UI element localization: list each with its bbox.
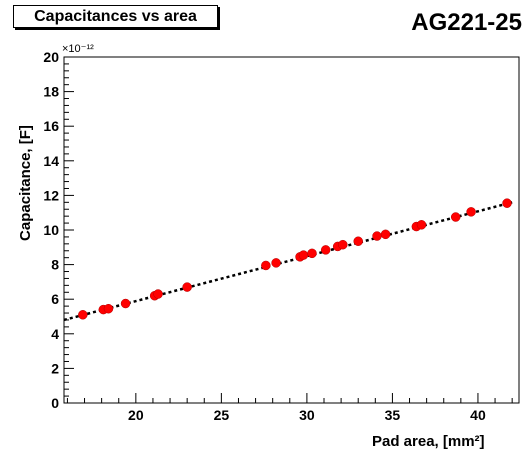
y-tick-label: 16	[43, 118, 59, 134]
y-tick-label: 6	[51, 291, 59, 307]
plot-frame	[63, 56, 520, 404]
data-point	[320, 245, 331, 255]
x-tick-label: 20	[128, 407, 144, 423]
data-point	[153, 289, 163, 299]
fit-line-group	[63, 201, 513, 322]
x-tick-label: 35	[385, 407, 401, 423]
data-point	[298, 250, 309, 260]
data-point	[120, 298, 131, 309]
y-tick-label: 18	[43, 84, 59, 100]
y-axis-title: Capacitance, [F]	[17, 125, 34, 241]
data-point	[271, 258, 281, 268]
axes-group: 0 2 4 6 8 10 12 14 16 18 20 20 25 30 35 40	[43, 49, 520, 423]
data-point	[372, 231, 382, 241]
y-tick-label: 10	[43, 222, 59, 238]
data-point	[103, 303, 114, 314]
data-point	[353, 236, 363, 246]
y-tick-label: 4	[51, 326, 59, 342]
data-point	[466, 207, 476, 217]
y-tick-label: 8	[51, 257, 59, 273]
sample-id-label: AG221-25	[411, 9, 522, 36]
data-points-group	[78, 198, 512, 320]
data-point	[78, 310, 88, 320]
data-point	[338, 239, 348, 250]
x-axis-title: Pad area, [mm²]	[372, 433, 485, 450]
data-point	[380, 229, 391, 240]
data-point	[450, 212, 461, 222]
y-tick-label: 14	[43, 153, 59, 169]
chart-title-box: Capacitances vs area	[13, 5, 218, 28]
y-exponent-label: ×10⁻¹²	[62, 43, 94, 55]
data-point	[307, 248, 317, 259]
data-point	[261, 260, 271, 271]
chart-title: Capacitances vs area	[34, 8, 197, 25]
fit-line	[63, 201, 513, 322]
y-tick-label: 2	[51, 360, 59, 376]
data-point	[416, 220, 427, 230]
y-tick-label: 12	[43, 187, 59, 203]
x-tick-label: 25	[214, 407, 230, 423]
data-point	[502, 198, 512, 208]
x-tick-label: 40	[470, 407, 486, 423]
data-point	[182, 282, 192, 292]
x-tick-label: 30	[299, 407, 315, 423]
y-tick-label: 20	[43, 49, 59, 65]
y-tick-label: 0	[51, 395, 59, 411]
